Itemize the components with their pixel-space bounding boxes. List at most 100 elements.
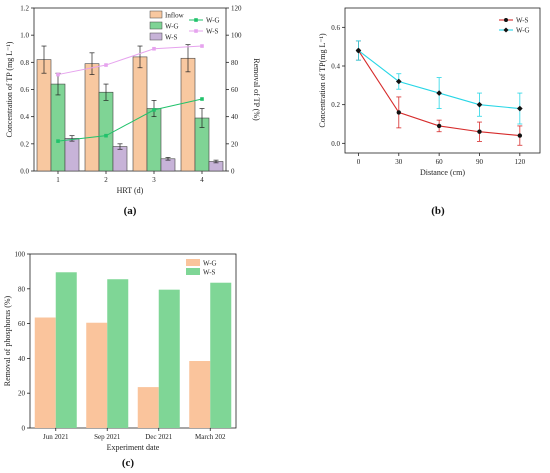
y-tick-label-c: 0: [22, 425, 26, 433]
y-tick-label-b: 0.0: [331, 140, 340, 148]
y2-tick-label-a: 40: [231, 113, 239, 121]
legend-label-a: Inflow: [165, 12, 185, 20]
x-tick-label-b: 90: [476, 158, 484, 166]
point-b-ws: [477, 129, 482, 134]
bar-c-w-g: [189, 361, 211, 428]
bar-c-w-g: [137, 387, 159, 428]
point-a-w-g: [56, 139, 60, 143]
bar-a-w-g: [146, 108, 162, 172]
y2-tick-label-a: 20: [231, 140, 239, 148]
y-tick-label-a: 0.4: [20, 113, 29, 121]
legend-label-b: W-G: [516, 27, 530, 35]
x-tick-label-b: 120: [515, 158, 526, 166]
x-tick-label-b: 0: [357, 158, 361, 166]
y2-tick-label-a: 80: [231, 59, 239, 67]
plot-frame-b: [344, 7, 541, 154]
y-tick-label-a: 0.6: [20, 86, 29, 94]
chart-b: 0.0 0.2 0.4 0.6 0 30 60 90 120 Distance (cm) Conce…: [318, 7, 541, 177]
y2-tick-label-a: 100: [231, 32, 242, 40]
legend-swatch-a: [149, 10, 163, 19]
y-tick-label-a: 0.2: [20, 140, 29, 148]
point-a-w-g: [152, 108, 156, 112]
legend-marker-a: [194, 18, 198, 22]
y2-tick-label-a: 60: [231, 86, 239, 94]
bar-a-w-s: [160, 158, 176, 172]
point-a-w-s: [152, 46, 156, 51]
y-axis-label-a: Concentration of TP (mg L⁻¹): [5, 41, 14, 137]
legend-label-a: W-G: [165, 23, 179, 31]
point-a-w-g: [104, 133, 108, 138]
x-tick-label-a: 3: [152, 176, 156, 184]
x-axis-label-b: Distance (cm): [420, 168, 465, 177]
x-tick-label-c: March 202: [195, 433, 226, 441]
bar-a-w-s: [64, 138, 80, 172]
y-tick-label-c: 20: [18, 390, 26, 398]
point-a-w-s: [200, 44, 204, 48]
y-tick-label-c: 60: [18, 320, 26, 328]
y-tick-label-a: 0.8: [20, 59, 29, 67]
x-tick-label-b: 60: [436, 158, 444, 166]
line-a-w-s: [57, 45, 203, 76]
bar-a-w-s: [112, 146, 128, 172]
point-b-wg: [476, 101, 483, 108]
point-b-ws: [517, 133, 523, 138]
bar-c-w-s: [107, 279, 129, 428]
plot-frame-c: [29, 253, 237, 429]
x-tick-label-a: 4: [200, 176, 204, 184]
y-tick-label-c: 80: [18, 285, 26, 293]
y-tick-label-b: 0.6: [331, 24, 340, 32]
point-b-wg: [516, 105, 523, 112]
point-a-w-s: [56, 72, 60, 77]
legend-marker-b: [504, 18, 508, 22]
bar-a-inflow: [132, 56, 148, 172]
y-tick-label-b: 0.4: [331, 63, 340, 71]
legend-marker-b: [503, 27, 509, 33]
legend-label-c: W-S: [203, 269, 216, 277]
line-a-w-g: [57, 98, 203, 142]
x-axis-label-c: Experiment date: [107, 443, 160, 452]
y2-tick-label-a: 0: [231, 168, 235, 176]
bar-a-w-g: [50, 83, 66, 172]
legend-swatch-a: [149, 32, 163, 41]
x-tick-label-b: 30: [395, 158, 403, 166]
point-b-ws: [436, 123, 442, 129]
bar-c-w-s: [210, 282, 232, 428]
point-a-w-g: [200, 97, 204, 101]
bar-a-w-g: [98, 91, 114, 172]
legend-swatch-c: [186, 259, 200, 266]
y-tick-label-c: 100: [15, 251, 26, 259]
y2-axis-label-a: Removal of TP (%): [252, 58, 261, 121]
bar-a-inflow: [36, 59, 52, 172]
y-axis-label-c: Removal of phosphorus (%): [3, 295, 12, 386]
x-tick-label-a: 1: [56, 176, 60, 184]
legend-swatch-a: [149, 21, 163, 30]
point-b-ws: [396, 110, 401, 115]
y-axis-label-b: Concentration of TP(mg L⁻¹): [318, 33, 327, 128]
x-tick-label-c: Sep 2021: [94, 433, 121, 441]
legend-label-a: W-S: [206, 28, 219, 36]
legend-swatch-c: [186, 268, 200, 275]
legend-label-a: W-G: [206, 17, 220, 25]
bar-c-w-s: [55, 272, 77, 428]
bar-c-w-g: [86, 322, 108, 428]
legend-label-a: W-S: [165, 34, 178, 42]
y-tick-label-a: 1.2: [20, 5, 29, 13]
chart-a: 0.0 0.2 0.4 0.6 0.8 1.0 1.2 0 20 40 60 80 100 120 1 2 3 4…: [5, 5, 261, 196]
bar-c-w-s: [158, 289, 180, 428]
point-b-wg: [395, 78, 402, 85]
y-tick-label-b: 0.2: [331, 101, 340, 109]
y-tick-label-c: 40: [18, 355, 26, 363]
panel-label-c: (c): [122, 457, 135, 469]
x-axis-label-a: HRT (d): [117, 186, 144, 195]
legend-label-c: W-G: [203, 260, 217, 268]
legend-label-b: W-S: [516, 17, 529, 25]
y-tick-label-a: 0.0: [20, 168, 29, 176]
x-tick-label-a: 2: [104, 176, 108, 184]
legend-marker-a: [194, 29, 198, 33]
panel-label-a: (a): [124, 205, 137, 217]
panel-label-b: (b): [431, 205, 445, 217]
bar-a-inflow: [180, 57, 196, 172]
x-tick-label-c: Dec 2021: [145, 433, 173, 441]
chart-c: 0 20 40 60 80 100 Jun 2021 Sep 2021 Dec 2021 Marc…: [3, 251, 237, 452]
